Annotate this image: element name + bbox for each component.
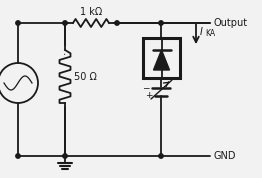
- Circle shape: [159, 21, 163, 25]
- Text: 50 Ω: 50 Ω: [74, 72, 97, 82]
- Circle shape: [63, 154, 67, 158]
- Text: 1 kΩ: 1 kΩ: [80, 7, 102, 17]
- Circle shape: [159, 154, 163, 158]
- Circle shape: [63, 21, 67, 25]
- Text: KA: KA: [205, 30, 215, 38]
- Text: +: +: [145, 91, 153, 101]
- Text: −: −: [143, 83, 150, 93]
- Polygon shape: [154, 50, 170, 70]
- Circle shape: [16, 154, 20, 158]
- Circle shape: [115, 21, 119, 25]
- Text: Output: Output: [214, 18, 248, 28]
- Bar: [143, 38, 180, 78]
- Text: I: I: [200, 27, 203, 37]
- Text: GND: GND: [214, 151, 237, 161]
- Circle shape: [16, 21, 20, 25]
